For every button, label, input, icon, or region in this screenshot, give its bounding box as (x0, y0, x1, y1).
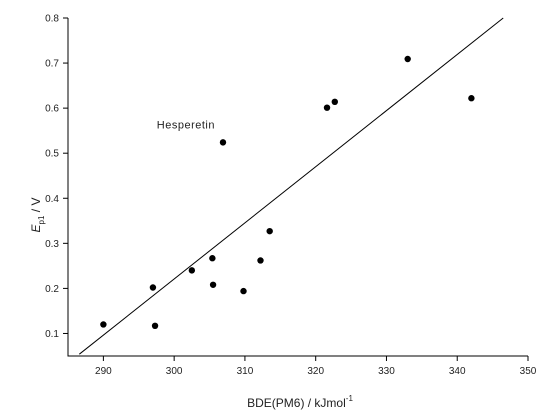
data-point (323, 104, 331, 111)
y-axis-title-subscript: p1 (37, 215, 46, 224)
y-axis-title: Ep1 / V (29, 198, 46, 233)
y-tick-label: 0.5 (45, 149, 59, 160)
y-tick-label: 0.1 (45, 329, 59, 340)
x-axis-ticks: 290 300 310 320 330 340 350 (95, 356, 537, 377)
x-axis-title: BDE(PM6) / kJmol-1 (247, 394, 353, 410)
y-tick-label: 0.2 (45, 284, 59, 295)
data-point (331, 98, 338, 106)
data-point (209, 281, 217, 288)
regression-line (79, 17, 504, 355)
x-tick-label: 310 (237, 366, 254, 377)
annotation-label: Hesperetin (157, 119, 215, 131)
data-point (149, 284, 157, 291)
y-tick-label: 0.6 (45, 104, 59, 115)
data-point (219, 139, 227, 146)
plot-area: 290 300 310 320 330 340 350 0.1 0.2 0.3 0.4 0.5 0.6… (45, 14, 537, 378)
x-axis-title-superscript: -1 (346, 394, 354, 403)
annotations: Hesperetin (157, 119, 215, 131)
y-tick-label: 0.7 (45, 59, 59, 70)
y-axis-ticks: 0.1 0.2 0.3 0.4 0.5 0.6 0.7 0.8 (45, 14, 68, 340)
data-point (151, 322, 159, 330)
y-tick-label: 0.8 (45, 14, 59, 25)
x-tick-label: 350 (520, 366, 537, 377)
data-point (257, 257, 264, 264)
x-tick-label: 320 (307, 366, 324, 377)
data-point (404, 55, 411, 63)
y-tick-label: 0.4 (45, 194, 59, 205)
x-tick-label: 340 (449, 366, 466, 377)
y-axis-title-unit: / V (29, 198, 43, 216)
axis-frame (67, 18, 528, 357)
x-tick-label: 300 (166, 366, 183, 377)
y-tick-label: 0.3 (45, 239, 59, 250)
x-axis-title-text: BDE(PM6) / kJmol (247, 396, 346, 410)
data-point (266, 227, 273, 235)
data-point (188, 267, 196, 274)
data-point (100, 321, 107, 328)
x-tick-label: 330 (378, 366, 395, 377)
data-points (100, 55, 475, 330)
y-axis-title-main: E (29, 223, 43, 232)
data-point (209, 255, 216, 262)
data-point (240, 287, 247, 295)
x-tick-label: 290 (95, 366, 112, 377)
data-point (468, 95, 475, 102)
